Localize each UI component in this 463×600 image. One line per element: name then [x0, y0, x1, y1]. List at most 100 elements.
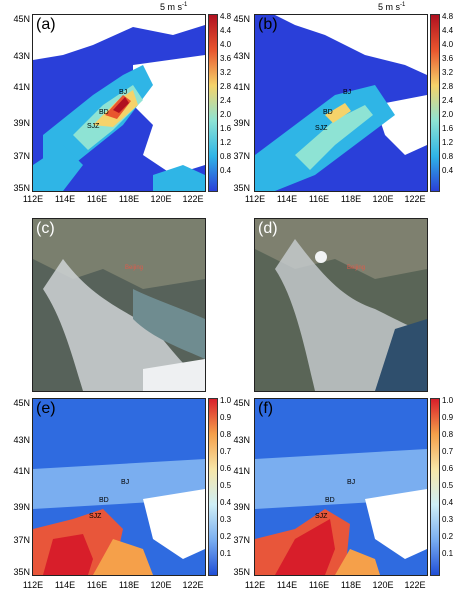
cbar-tick: 0.2 — [442, 532, 454, 541]
ytick: 45N — [13, 14, 30, 24]
cbar-tick: 0.8 — [220, 152, 232, 161]
ytick: 45N — [233, 398, 250, 408]
xtick: 112E — [22, 194, 44, 204]
xtick: 118E — [340, 580, 362, 590]
satellite-image-d: (d) Beijing — [254, 218, 428, 392]
city-label-bj: BJ — [343, 89, 352, 96]
aod-map-f: (f) BJ BD SJZ — [254, 398, 428, 576]
xtick: 120E — [150, 580, 172, 590]
ytick: 37N — [13, 151, 30, 161]
city-label-bd: BD — [99, 497, 109, 504]
cbar-tick: 0.1 — [442, 549, 454, 558]
panel-letter: (f) — [258, 400, 274, 417]
xtick: 120E — [150, 194, 172, 204]
cbar-tick: 2.8 — [442, 82, 454, 91]
cbar-tick: 0.5 — [220, 481, 232, 490]
ytick: 39N — [13, 118, 30, 128]
city-label-sjz: SJZ — [89, 513, 102, 520]
panel-letter: (e) — [36, 400, 56, 417]
city-label-bj: BJ — [119, 89, 128, 96]
xtick: 112E — [22, 580, 44, 590]
xtick: 116E — [86, 580, 108, 590]
city-label-sjz: SJZ — [315, 513, 328, 520]
panel-letter: (b) — [258, 16, 278, 33]
ytick: 45N — [13, 398, 30, 408]
xtick: 116E — [86, 194, 108, 204]
cbar-tick: 1.6 — [220, 124, 232, 133]
cbar-tick: 0.5 — [442, 481, 454, 490]
xtick: 120E — [372, 580, 394, 590]
colorbar-f — [430, 398, 440, 576]
ytick: 37N — [233, 151, 250, 161]
ytick: 43N — [233, 435, 250, 445]
cbar-tick: 0.8 — [442, 430, 454, 439]
cbar-tick: 0.6 — [442, 464, 454, 473]
ytick: 41N — [13, 466, 30, 476]
ytick: 41N — [13, 82, 30, 92]
xtick: 114E — [54, 580, 76, 590]
cbar-tick: 0.2 — [220, 532, 232, 541]
xtick: 116E — [308, 194, 330, 204]
xtick: 122E — [404, 194, 426, 204]
cbar-tick: 2.8 — [220, 82, 232, 91]
cbar-tick: 4.4 — [442, 26, 454, 35]
cbar-tick: 2.0 — [220, 110, 232, 119]
xtick: 118E — [340, 194, 362, 204]
xtick: 120E — [372, 194, 394, 204]
cbar-tick: 4.4 — [220, 26, 232, 35]
cbar-tick: 3.2 — [220, 68, 232, 77]
wind-scale-sup: -1 — [182, 2, 188, 8]
panel-letter: (c) — [36, 220, 55, 237]
ytick: 39N — [13, 502, 30, 512]
cbar-tick: 4.8 — [442, 12, 454, 21]
cbar-tick: 0.6 — [220, 464, 232, 473]
cbar-tick: 1.2 — [220, 138, 232, 147]
wind-scale: 5 m s-1 — [378, 2, 405, 12]
aod-map-e: (e) BJ BD SJZ — [32, 398, 206, 576]
cbar-tick: 0.4 — [220, 166, 232, 175]
cbar-tick: 0.4 — [442, 498, 454, 507]
cbar-tick: 4.0 — [442, 40, 454, 49]
ytick: 35N — [233, 183, 250, 193]
cbar-tick: 1.0 — [220, 396, 232, 405]
beijing-label: Beijing — [347, 265, 366, 271]
xtick: 114E — [54, 194, 76, 204]
city-label-bj: BJ — [121, 479, 130, 486]
cbar-tick: 0.8 — [220, 430, 232, 439]
cbar-tick: 4.0 — [220, 40, 232, 49]
colorbar-e — [208, 398, 218, 576]
cbar-tick: 0.7 — [220, 447, 232, 456]
ytick: 35N — [13, 183, 30, 193]
ytick: 37N — [233, 535, 250, 545]
ytick: 41N — [233, 466, 250, 476]
city-label-bd: BD — [323, 109, 333, 116]
panel-letter: (d) — [258, 220, 278, 237]
city-label-bj: BJ — [347, 479, 356, 486]
city-label-sjz: SJZ — [315, 125, 328, 132]
wind-scale-text: 5 m s — [160, 2, 183, 12]
ytick: 35N — [233, 567, 250, 577]
xtick: 122E — [404, 580, 426, 590]
ytick: 39N — [233, 118, 250, 128]
cbar-tick: 3.2 — [442, 68, 454, 77]
cbar-tick: 1.6 — [442, 124, 454, 133]
ytick: 43N — [13, 51, 30, 61]
ytick: 37N — [13, 535, 30, 545]
ytick: 41N — [233, 82, 250, 92]
cbar-tick: 2.4 — [220, 96, 232, 105]
wind-scale-text: 5 m s — [378, 2, 401, 12]
city-label-bd: BD — [325, 497, 335, 504]
ytick: 43N — [13, 435, 30, 445]
xtick: 118E — [118, 194, 140, 204]
cbar-tick: 1.2 — [442, 138, 454, 147]
city-label-bd: BD — [99, 109, 109, 116]
cbar-tick: 0.3 — [220, 515, 232, 524]
panel-letter: (a) — [36, 16, 56, 33]
wind-scale-sup: -1 — [400, 2, 406, 8]
cbar-tick: 2.0 — [442, 110, 454, 119]
ytick: 35N — [13, 567, 30, 577]
xtick: 122E — [182, 580, 204, 590]
cbar-tick: 0.3 — [442, 515, 454, 524]
xtick: 116E — [308, 580, 330, 590]
xtick: 112E — [244, 194, 266, 204]
